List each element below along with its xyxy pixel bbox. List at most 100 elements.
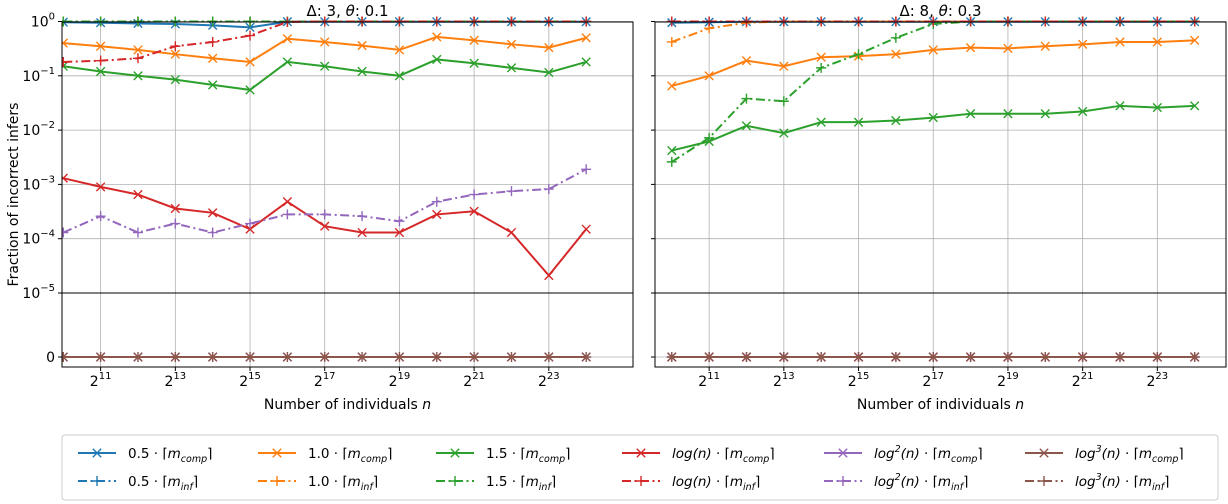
data-point	[1077, 39, 1088, 50]
data-point	[779, 128, 789, 138]
data-point	[95, 55, 106, 66]
data-point	[357, 227, 367, 238]
legend-entry: 1.0 · ⌈minf⌉	[258, 474, 378, 493]
legend-label: log2(n) · ⌈minf⌉	[874, 472, 968, 493]
data-point	[432, 54, 442, 65]
data-point	[132, 227, 143, 238]
data-point	[816, 62, 827, 73]
axes-frame	[654, 21, 1227, 368]
legend-entry: 1.5 · ⌈mcomp⌉	[436, 446, 570, 465]
right-panel: 211 213 215 217 219 221 223 Δ: 8, θ: 0.3 Number …	[651, 2, 1227, 413]
data-point	[1152, 352, 1163, 362]
series-6	[62, 173, 591, 281]
data-point	[506, 227, 517, 238]
legend-marker	[272, 476, 282, 486]
data-point	[170, 49, 181, 59]
legend-marker	[92, 476, 102, 486]
x-tick-label: 223	[538, 371, 560, 390]
legend-entry: log(n) · ⌈mcomp⌉	[622, 446, 775, 465]
data-point	[666, 352, 677, 362]
legend-label: log3(n) · ⌈mcomp⌉	[1075, 444, 1184, 465]
x-tick-label: 219	[389, 371, 411, 390]
data-point	[506, 186, 517, 197]
data-point	[667, 81, 677, 91]
data-point	[170, 41, 181, 52]
data-point	[207, 208, 218, 218]
legend-entry: log2(n) · ⌈minf⌉	[824, 472, 968, 493]
data-point	[133, 45, 143, 55]
legend-entry: log2(n) · ⌈mcomp⌉	[824, 444, 983, 465]
legend-entry: log(n) · ⌈minf⌉	[622, 474, 760, 493]
legend-marker	[272, 448, 282, 458]
data-point	[207, 36, 218, 47]
legend-entry: log3(n) · ⌈mcomp⌉	[1025, 444, 1184, 465]
legend-marker	[636, 476, 646, 486]
data-point	[469, 189, 480, 200]
data-point	[207, 227, 218, 238]
data-point	[1040, 352, 1051, 362]
data-point	[282, 197, 293, 207]
data-point	[965, 352, 976, 362]
x-tick-label: 215	[239, 371, 261, 390]
data-point	[704, 132, 715, 143]
data-point	[1152, 37, 1163, 47]
data-point	[741, 93, 752, 104]
data-point	[1114, 352, 1125, 362]
legend-marker	[1039, 448, 1049, 458]
data-point	[431, 352, 442, 362]
data-point	[741, 55, 752, 66]
data-point	[1189, 352, 1200, 362]
series-2	[667, 35, 1200, 91]
y-tick-label: 0	[46, 350, 55, 366]
legend-frame	[61, 434, 1219, 501]
legend-label: 0.5 · ⌈mcomp⌉	[128, 446, 212, 465]
legend-entry: 0.5 · ⌈minf⌉	[78, 474, 198, 493]
legend-marker	[636, 448, 646, 458]
chart-title: Δ: 3, θ: 0.1	[306, 2, 388, 20]
chart-title: Δ: 8, θ: 0.3	[899, 2, 981, 20]
x-tick-label: 211	[698, 371, 720, 390]
x-tick-label: 221	[463, 371, 485, 390]
data-point	[544, 42, 554, 53]
series-2	[62, 32, 591, 67]
legend-label: 1.0 · ⌈mcomp⌉	[308, 446, 392, 465]
data-point	[357, 40, 367, 51]
data-point	[666, 156, 677, 167]
data-point	[207, 80, 218, 90]
data-point	[1189, 101, 1200, 111]
data-point	[891, 49, 901, 59]
data-point	[853, 352, 864, 362]
data-point	[581, 33, 591, 43]
data-point	[543, 184, 554, 195]
legend-entry: 1.0 · ⌈mcomp⌉	[258, 446, 392, 465]
data-point	[544, 270, 554, 281]
x-tick-label: 213	[165, 371, 187, 390]
data-point	[1003, 109, 1013, 119]
data-point	[95, 182, 106, 192]
legend-label: 1.5 · ⌈minf⌉	[486, 474, 556, 493]
legend-label: log(n) · ⌈mcomp⌉	[672, 446, 775, 465]
data-point	[816, 117, 826, 127]
data-point	[544, 67, 554, 78]
data-point	[431, 196, 442, 207]
legend-label: log(n) · ⌈minf⌉	[672, 474, 760, 493]
x-tick-label: 217	[922, 371, 944, 390]
data-point	[282, 209, 293, 220]
data-point	[132, 352, 143, 362]
legend-label: 0.5 · ⌈minf⌉	[128, 474, 198, 493]
data-point	[890, 352, 901, 362]
y-tick-label: 10−1	[22, 66, 55, 85]
data-point	[469, 35, 479, 46]
legend-entry: log3(n) · ⌈minf⌉	[1025, 472, 1169, 493]
y-tick-label: 10−5	[22, 283, 55, 302]
data-point	[928, 352, 939, 362]
data-point	[282, 57, 293, 67]
data-point	[506, 39, 517, 50]
data-point	[95, 41, 106, 51]
data-point	[469, 352, 480, 362]
data-point	[704, 352, 715, 362]
data-point	[95, 352, 106, 362]
data-point	[394, 216, 405, 227]
data-point	[704, 71, 714, 81]
